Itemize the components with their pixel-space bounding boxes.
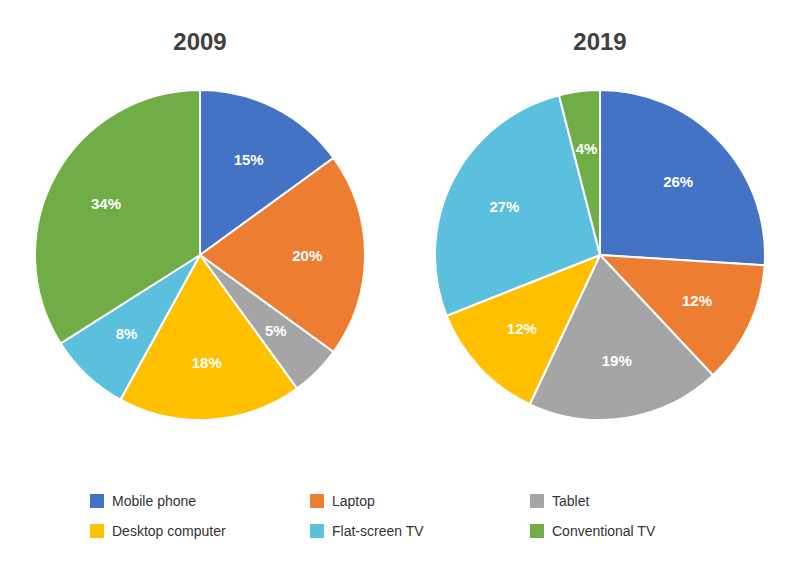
data-label: 8% [116,325,138,342]
legend-label: Laptop [332,493,375,509]
legend-swatch [310,524,324,538]
pie-slice: Conventional TV [559,90,600,255]
legend-label: Mobile phone [112,493,196,509]
data-label: 27% [489,198,519,215]
data-label: 12% [682,292,712,309]
data-label: 12% [507,320,537,337]
legend-swatch [530,524,544,538]
legend: Mobile phone Laptop Tablet Desktop computer… [90,493,656,539]
chart-title: 2009 [173,28,226,55]
pie-slice: Conventional TV [35,90,200,343]
data-label: 15% [234,151,264,168]
pie: 2019Mobile phoneLaptopTabletDesktop comp… [435,28,765,420]
legend-swatch [310,494,324,508]
legend-swatch [90,494,104,508]
data-label: 19% [602,352,632,369]
data-label: 18% [192,354,222,371]
data-label: 5% [265,322,287,339]
data-label: 34% [91,195,121,212]
legend-label: Tablet [552,493,589,509]
data-label: 4% [576,140,598,157]
pie-slice: Mobile phone [600,90,765,265]
chart-root: 2009 Mobile phone Laptop Tablet Desktop comp… [0,0,800,566]
legend-label: Desktop computer [112,523,226,539]
legend-label: Conventional TV [552,523,656,539]
data-label: 26% [663,173,693,190]
data-label: 20% [292,247,322,264]
legend-label: Flat-screen TV [332,523,424,539]
chart-title: 2019 [573,28,626,55]
legend-swatch [530,494,544,508]
legend-swatch [90,524,104,538]
pie: 2009Mobile phoneLaptopTabletDesktop comp… [35,28,365,420]
